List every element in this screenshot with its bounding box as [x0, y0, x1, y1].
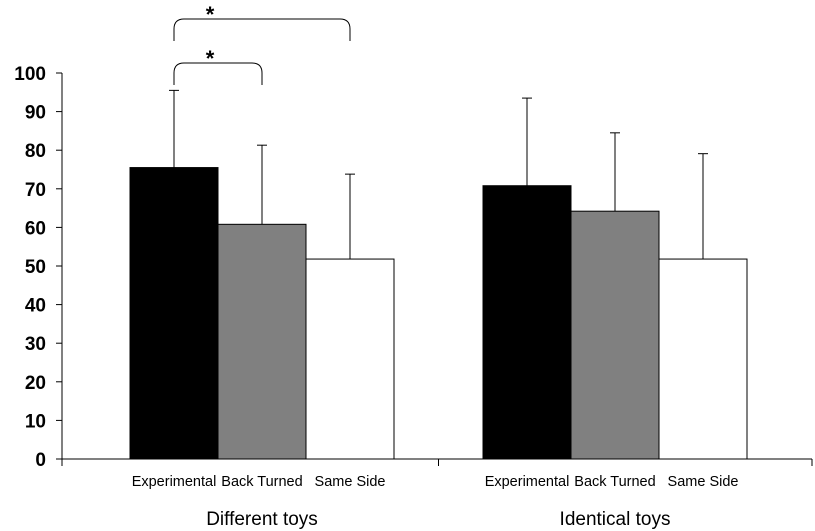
error-bars — [169, 89, 708, 260]
significance-brackets: ** — [173, 2, 351, 85]
bar — [658, 258, 748, 460]
x-labels: Experimental Back Turned Same SideDifferen… — [132, 474, 739, 530]
y-tick-label: 70 — [25, 180, 46, 201]
significance-bracket — [173, 18, 351, 41]
bar — [570, 210, 660, 460]
bar — [305, 258, 395, 460]
y-tick-label: 50 — [25, 257, 46, 278]
y-tick-label: 30 — [25, 334, 46, 355]
y-tick-label: 20 — [25, 373, 46, 394]
group-label: Different toys — [206, 509, 318, 530]
y-tick-label: 80 — [25, 141, 46, 162]
bar — [129, 167, 219, 460]
significance-star: * — [206, 2, 215, 27]
bar — [217, 223, 307, 460]
y-tick-label: 90 — [25, 103, 46, 124]
y-tick-label: 10 — [25, 411, 46, 432]
group-label: Identical toys — [560, 509, 671, 530]
y-tick-label: 0 — [35, 450, 46, 471]
x-tick-label: Experimental — [485, 474, 570, 490]
y-tick-label: 60 — [25, 218, 46, 239]
x-tick-label: Back Turned — [574, 474, 655, 490]
bar — [482, 185, 572, 460]
x-tick-label: Same Side — [668, 474, 739, 490]
x-tick-label: Same Side — [315, 474, 386, 490]
y-tick-label: 40 — [25, 296, 46, 317]
significance-star: * — [206, 46, 215, 71]
y-axis: 0 10 20 30 40 50 60 70 80 90 100 — [14, 64, 63, 471]
x-tick-label: Back Turned — [221, 474, 302, 490]
y-tick-label: 100 — [14, 64, 46, 85]
bars — [129, 167, 748, 460]
significance-bracket — [173, 62, 263, 85]
x-axis — [61, 458, 813, 466]
x-tick-label: Experimental — [132, 474, 217, 490]
